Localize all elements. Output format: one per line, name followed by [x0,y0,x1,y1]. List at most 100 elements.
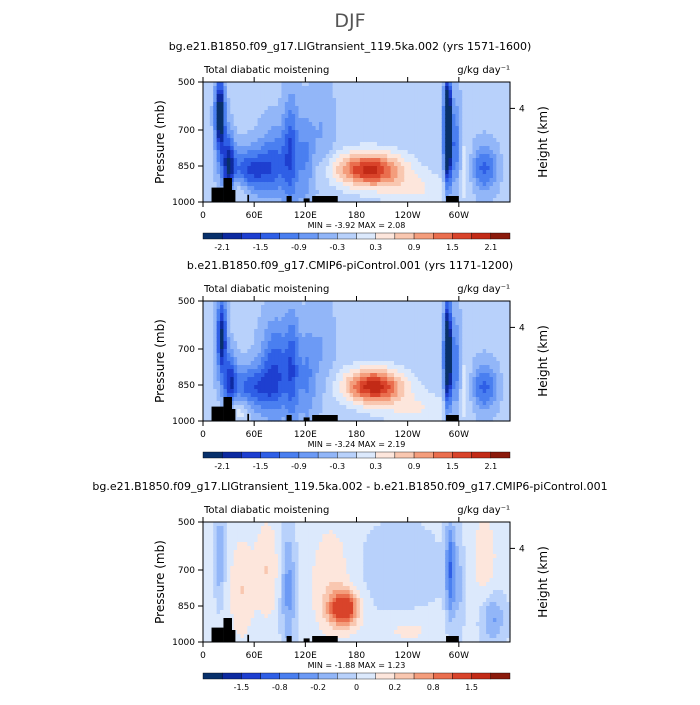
heatmap-cell [213,365,217,370]
heatmap-cell [404,170,408,175]
heatmap-cell [217,337,221,342]
heatmap-cell [418,138,422,143]
heatmap-cell [483,178,487,183]
heatmap-cell [418,194,422,199]
heatmap-cell [241,361,245,366]
heatmap-cell [380,373,384,378]
heatmap-cell [432,393,436,398]
heatmap-cell [278,337,282,342]
heatmap-cell [435,94,439,99]
heatmap-cell [333,329,337,334]
heatmap-cell [295,166,299,171]
heatmap-cell [452,118,456,123]
heatmap-cell [500,126,504,131]
heatmap-cell [292,365,296,370]
heatmap-cell [322,393,326,398]
heatmap-cell [394,90,398,95]
heatmap-cell [329,98,333,103]
heatmap-cell [384,146,388,151]
heatmap-cell [486,106,490,111]
heatmap-cell [401,182,405,187]
heatmap-cell [264,333,268,338]
heatmap-cell [432,186,436,191]
heatmap-cell [418,186,422,191]
heatmap-cell [305,413,309,418]
heatmap-cell [425,381,429,386]
heatmap-cell [244,313,248,318]
heatmap-cell [370,349,374,354]
heatmap-cell [213,385,217,390]
heatmap-cell [360,409,364,414]
heatmap-cell [346,194,350,199]
heatmap-cell [227,94,231,99]
heatmap-cell [414,158,418,163]
heatmap-cell [418,150,422,155]
heatmap-cell [254,110,258,115]
heatmap-cell [288,170,292,175]
units-label: g/kg day⁻¹ [457,65,510,76]
heatmap-cell [203,154,207,159]
heatmap-cell [316,82,320,87]
heatmap-cell [353,373,357,378]
heatmap-cell [380,329,384,334]
heatmap-field [203,82,511,203]
heatmap-cell [397,130,401,135]
heatmap-cell [452,405,456,410]
heatmap-cell [258,194,262,199]
heatmap-cell [316,309,320,314]
heatmap-cell [292,337,296,342]
heatmap-cell [394,365,398,370]
heatmap-cell [275,413,279,418]
heatmap-cell [227,98,231,103]
heatmap-cell [387,194,391,199]
heatmap-cell [418,345,422,350]
heatmap-cell [367,365,371,370]
heatmap-cell [275,357,279,362]
heatmap-cell [217,345,221,350]
heatmap-cell [462,174,466,179]
heatmap-cell [493,150,497,155]
heatmap-cell [217,82,221,87]
heatmap-cell [247,357,251,362]
heatmap-cell [414,313,418,318]
heatmap-cell [479,194,483,199]
heatmap-cell [452,110,456,115]
heatmap-cell [360,142,364,147]
heatmap-cell [411,385,415,390]
heatmap-cell [360,182,364,187]
heatmap-cell [261,94,265,99]
heatmap-cell [312,373,316,378]
heatmap-cell [411,178,415,183]
heatmap-cell [322,182,326,187]
heatmap-cell [408,389,412,394]
heatmap-cell [408,162,412,167]
heatmap-cell [268,190,272,195]
heatmap-cell [206,373,210,378]
heatmap-cell [254,82,258,87]
heatmap-cell [493,186,497,191]
heatmap-cell [421,174,425,179]
heatmap-cell [387,102,391,107]
heatmap-cell [206,130,210,135]
heatmap-cell [329,329,333,334]
heatmap-cell [213,313,217,318]
heatmap-cell [258,190,262,195]
heatmap-cell [435,317,439,322]
heatmap-cell [462,90,466,95]
heatmap-cell [305,158,309,163]
heatmap-cell [278,333,282,338]
heatmap-cell [292,86,296,91]
heatmap-cell [281,174,285,179]
heatmap-cell [203,361,207,366]
heatmap-cell [254,393,258,398]
heatmap-cell [237,389,241,394]
heatmap-cell [442,134,446,139]
heatmap-cell [428,389,432,394]
heatmap-cell [466,118,470,123]
heatmap-cell [213,389,217,394]
heatmap-cell [449,329,453,334]
heatmap-cell [421,349,425,354]
heatmap-cell [241,369,245,374]
heatmap-cell [288,122,292,127]
heatmap-cell [414,341,418,346]
